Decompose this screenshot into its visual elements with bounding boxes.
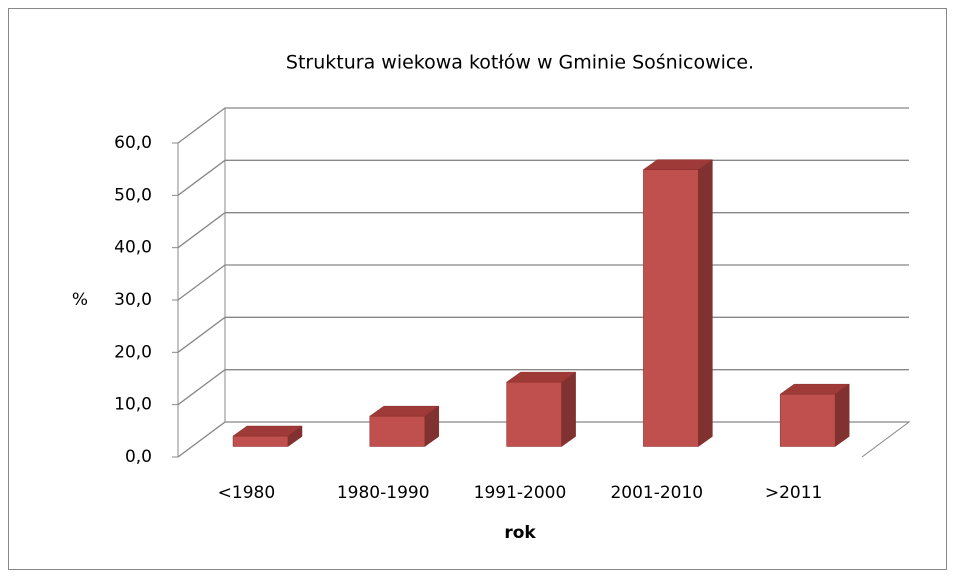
- grid-line: [177, 107, 909, 144]
- bar-top: [642, 159, 714, 170]
- bar: [642, 159, 714, 447]
- x-axis-title: rok: [504, 523, 536, 543]
- y-tick-label: 20,0: [114, 342, 152, 362]
- y-tick-label: 50,0: [114, 185, 152, 205]
- x-tick-label: 2001-2010: [610, 483, 703, 503]
- chart-title: Struktura wiekowa kotłów w Gminie Sośnic…: [286, 52, 754, 74]
- bar-front: [643, 169, 699, 447]
- y-tick-label: 30,0: [114, 290, 152, 310]
- bar-front: [779, 393, 836, 447]
- bar-side: [834, 383, 850, 447]
- bar-front: [369, 415, 426, 447]
- bar: [779, 383, 850, 447]
- bar: [369, 405, 440, 447]
- bar-top: [232, 425, 303, 437]
- bar-side: [561, 371, 576, 447]
- bar-front: [506, 381, 562, 447]
- bar-top: [779, 383, 850, 395]
- x-tick-label: <1980: [218, 483, 276, 503]
- bar-side: [698, 159, 713, 447]
- y-tick-label: 0,0: [125, 447, 152, 467]
- y-tick-label: 60,0: [114, 133, 152, 153]
- bar-top: [505, 371, 577, 383]
- y-tick-label: 40,0: [114, 238, 152, 258]
- bar: [232, 425, 303, 447]
- chart-border: [8, 8, 947, 570]
- bar-front: [232, 435, 289, 447]
- y-axis-title: %: [72, 290, 88, 310]
- y-tick-label: 10,0: [114, 395, 152, 415]
- bar-top: [369, 405, 440, 417]
- x-tick-label: 1991-2000: [474, 483, 567, 503]
- bar: [505, 371, 577, 447]
- x-tick-label: 1980-1990: [337, 483, 430, 503]
- x-tick-label: >2011: [765, 483, 823, 503]
